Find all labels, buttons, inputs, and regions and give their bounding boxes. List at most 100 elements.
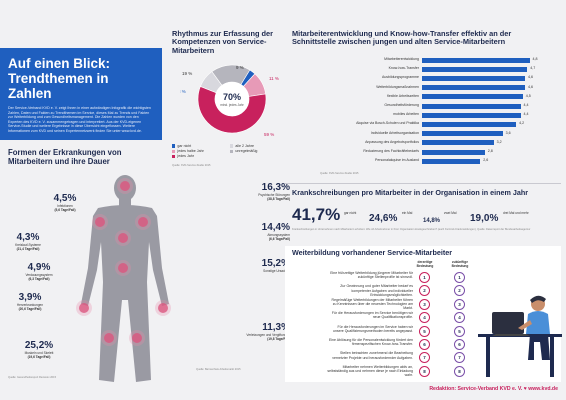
future-rank: 7 — [454, 352, 465, 364]
footer — [0, 384, 566, 400]
bar-label: Anpassung des Angebotsportfolios — [365, 139, 419, 144]
donut-label-9: 9 % — [236, 65, 244, 70]
training-statement: Eine frühzeitige Weiterbildung jüngerer … — [330, 271, 413, 280]
current-rank: 7 — [419, 352, 430, 364]
sick-stats: 41,7% gar nicht 24,6% ein Mal 14,8% zwei… — [292, 205, 562, 225]
training-title: Weiterbildung vorhandener Service-Mitarb… — [292, 248, 453, 257]
disease-atmung: 14,4% Atmungssystem (6,6 Tage/Fall) — [261, 222, 290, 241]
diseases-title: Formen der Erkrankungen von Mitarbeitern… — [8, 148, 122, 166]
bar-value: 4,6 — [528, 75, 534, 80]
current-rank: 4 — [419, 312, 430, 324]
bar-row: mobiles Arbeiten 4,4 — [330, 111, 540, 119]
marker-knee-right — [129, 330, 145, 346]
future-rank: 3 — [454, 298, 465, 310]
bar-value: 2,6 — [483, 158, 489, 163]
training-statement: Zur Gewinnung und guter Mitarbeiter beda… — [340, 284, 413, 297]
hero-intro: Der Service-Verband KVD e. V. zeigt Ihne… — [8, 106, 151, 133]
sick-label-0: gar nicht — [344, 211, 357, 215]
training-statement: Für die Herausforderungen im Service hab… — [333, 324, 413, 333]
footer-text: Redaktion: Service-Verband KVD e. V. ♥ w… — [429, 386, 558, 392]
marker-head — [117, 178, 133, 194]
disease-verdauung: 4,9% Verdauungssystem (6,3 Tage/Fall) — [25, 262, 53, 281]
bar-label: Gesundheitsförderung — [384, 103, 419, 107]
legend-item: jedes halbe Jahr — [172, 149, 227, 154]
bar — [422, 85, 526, 91]
diseases-source-left: Quelle: Gesundheitsreport Rezessiv 2015 — [8, 376, 57, 379]
bar-label: Individuelle Arbeitsorganisation — [370, 130, 419, 135]
bar-label: Reduzierung des Fachkräftebedarfs — [363, 149, 419, 153]
sick-label-3: drei Mal und mehr — [503, 211, 529, 215]
hero-title-line1: Auf einen Blick: — [8, 56, 111, 71]
bar-label: mobiles Arbeiten — [393, 112, 419, 117]
bar — [422, 75, 526, 81]
disease-verletzungen: 11,3% Verletzungen und Vergiftungen (19,… — [246, 322, 290, 341]
future-rank: 4 — [454, 312, 465, 324]
bar-label: Mitarbeiterentwicklung — [384, 57, 419, 61]
marker-belly — [115, 260, 131, 276]
disease-herz: 3,9% Herzerkrankungen (20,6 Tage/Fall) — [16, 292, 44, 311]
bar — [422, 149, 485, 155]
training-statement: Für die Herausforderungen im Service ben… — [331, 311, 413, 320]
future-rank: 1 — [454, 272, 465, 283]
future-rank: 6 — [454, 339, 465, 350]
current-rank: 6 — [419, 339, 430, 350]
transfer-bar-chart: Mitarbeiterentwicklung 4,8 Know-how-Transf… — [330, 56, 550, 168]
bar-row: Individuelle Arbeitsorganisation 3,6 — [330, 130, 540, 138]
bar-row: flexible Arbeitszeiten 4,5 — [330, 93, 540, 101]
sick-value-2: 14,8% — [423, 218, 441, 224]
bar — [422, 140, 494, 146]
bar-label: Akquise via Bosch-Schulen und Praktika — [356, 121, 419, 126]
bar-label: flexible Arbeitszeiten — [387, 93, 419, 98]
bar-value: 2,8 — [487, 149, 493, 153]
training-statement: Mitarbeiter nehmen Weiterbildungen aktiv… — [327, 364, 413, 378]
sick-label-1: ein Mal — [402, 211, 413, 215]
legend-item: gar nicht — [172, 144, 227, 149]
transfer-title: Mitarbeiterentwicklung und Know-how-Tran… — [292, 29, 512, 47]
bar-value: 4,2 — [519, 121, 525, 126]
marker-shoulder-right — [135, 214, 151, 230]
legend-item: alle 2 Jahre — [230, 144, 285, 149]
rhythm-legend-left: gar nicht jedes halbe Jahr jedes Jahr — [172, 144, 227, 160]
divider — [285, 183, 561, 184]
marker-hand-right — [155, 300, 171, 316]
bar-row: Weiterbildungsmaßnahmen 4,6 — [330, 84, 540, 92]
bar-value: 3,6 — [505, 130, 511, 135]
rhythm-legend-right: alle 2 Jahre unregelmäßig — [230, 144, 285, 154]
bar-value: 4,4 — [523, 112, 529, 117]
diseases-source-right: Quelle: Barmer/Gek Arbeitsmarkt 2015 — [196, 368, 241, 371]
person-laptop-illustration — [478, 295, 562, 377]
sick-value-3: 19,0% — [470, 213, 499, 224]
bar-value: 4,4 — [523, 103, 529, 107]
future-rank: 5 — [454, 325, 465, 337]
training-statement: Eine Ablösung für die Personalentwicklun… — [328, 338, 413, 347]
marker-shoulder-left — [92, 214, 108, 230]
current-rank: 8 — [419, 365, 430, 377]
bar-label: Weiterbildungsmaßnahmen — [376, 84, 419, 89]
bar — [422, 66, 528, 72]
marker-chest — [115, 230, 131, 246]
donut-center-value: 70% — [223, 92, 241, 102]
bar — [422, 112, 521, 118]
disease-psychisch: 16,3% Psychische Störungen (38,8 Tage/Fa… — [258, 182, 290, 201]
rhythm-title: Rhythmus zur Erfassung der Kompetenzen v… — [172, 29, 274, 55]
training-statement: Regelmäßige Weiterbildungen der Mitarbei… — [331, 297, 413, 311]
donut-label-19: 19 % — [182, 71, 192, 76]
bar-value: 3,2 — [496, 139, 502, 144]
disease-infektionen: 4,5% Infektionen (5,6 Tage/Fall) — [53, 193, 77, 212]
current-rank: 2 — [419, 285, 430, 297]
bar — [422, 158, 481, 164]
disease-kreislauf: 4,3% Kreislauf-Systeme (21,4 Tage/Fall) — [15, 232, 41, 251]
future-rank: 8 — [454, 365, 465, 377]
hero-title-line2: Trendthemen in Zahlen — [8, 71, 109, 101]
disease-sonstige: 15,2% Sonstige Ursachen — [261, 258, 290, 273]
bar-row: Ausbildungsprogramme 4,6 — [330, 74, 540, 82]
training-statement: Stellen betrachten zunehmend die Bearbei… — [332, 351, 413, 360]
donut-hole — [215, 82, 249, 116]
bar-value: 4,8 — [532, 57, 538, 61]
bar — [422, 131, 503, 137]
future-rank: 2 — [454, 285, 465, 297]
bar — [422, 94, 523, 100]
col-current: derzeitige Bedeutung — [416, 260, 434, 268]
col-future: zukünftige Bedeutung — [451, 260, 469, 268]
bar — [422, 103, 521, 109]
